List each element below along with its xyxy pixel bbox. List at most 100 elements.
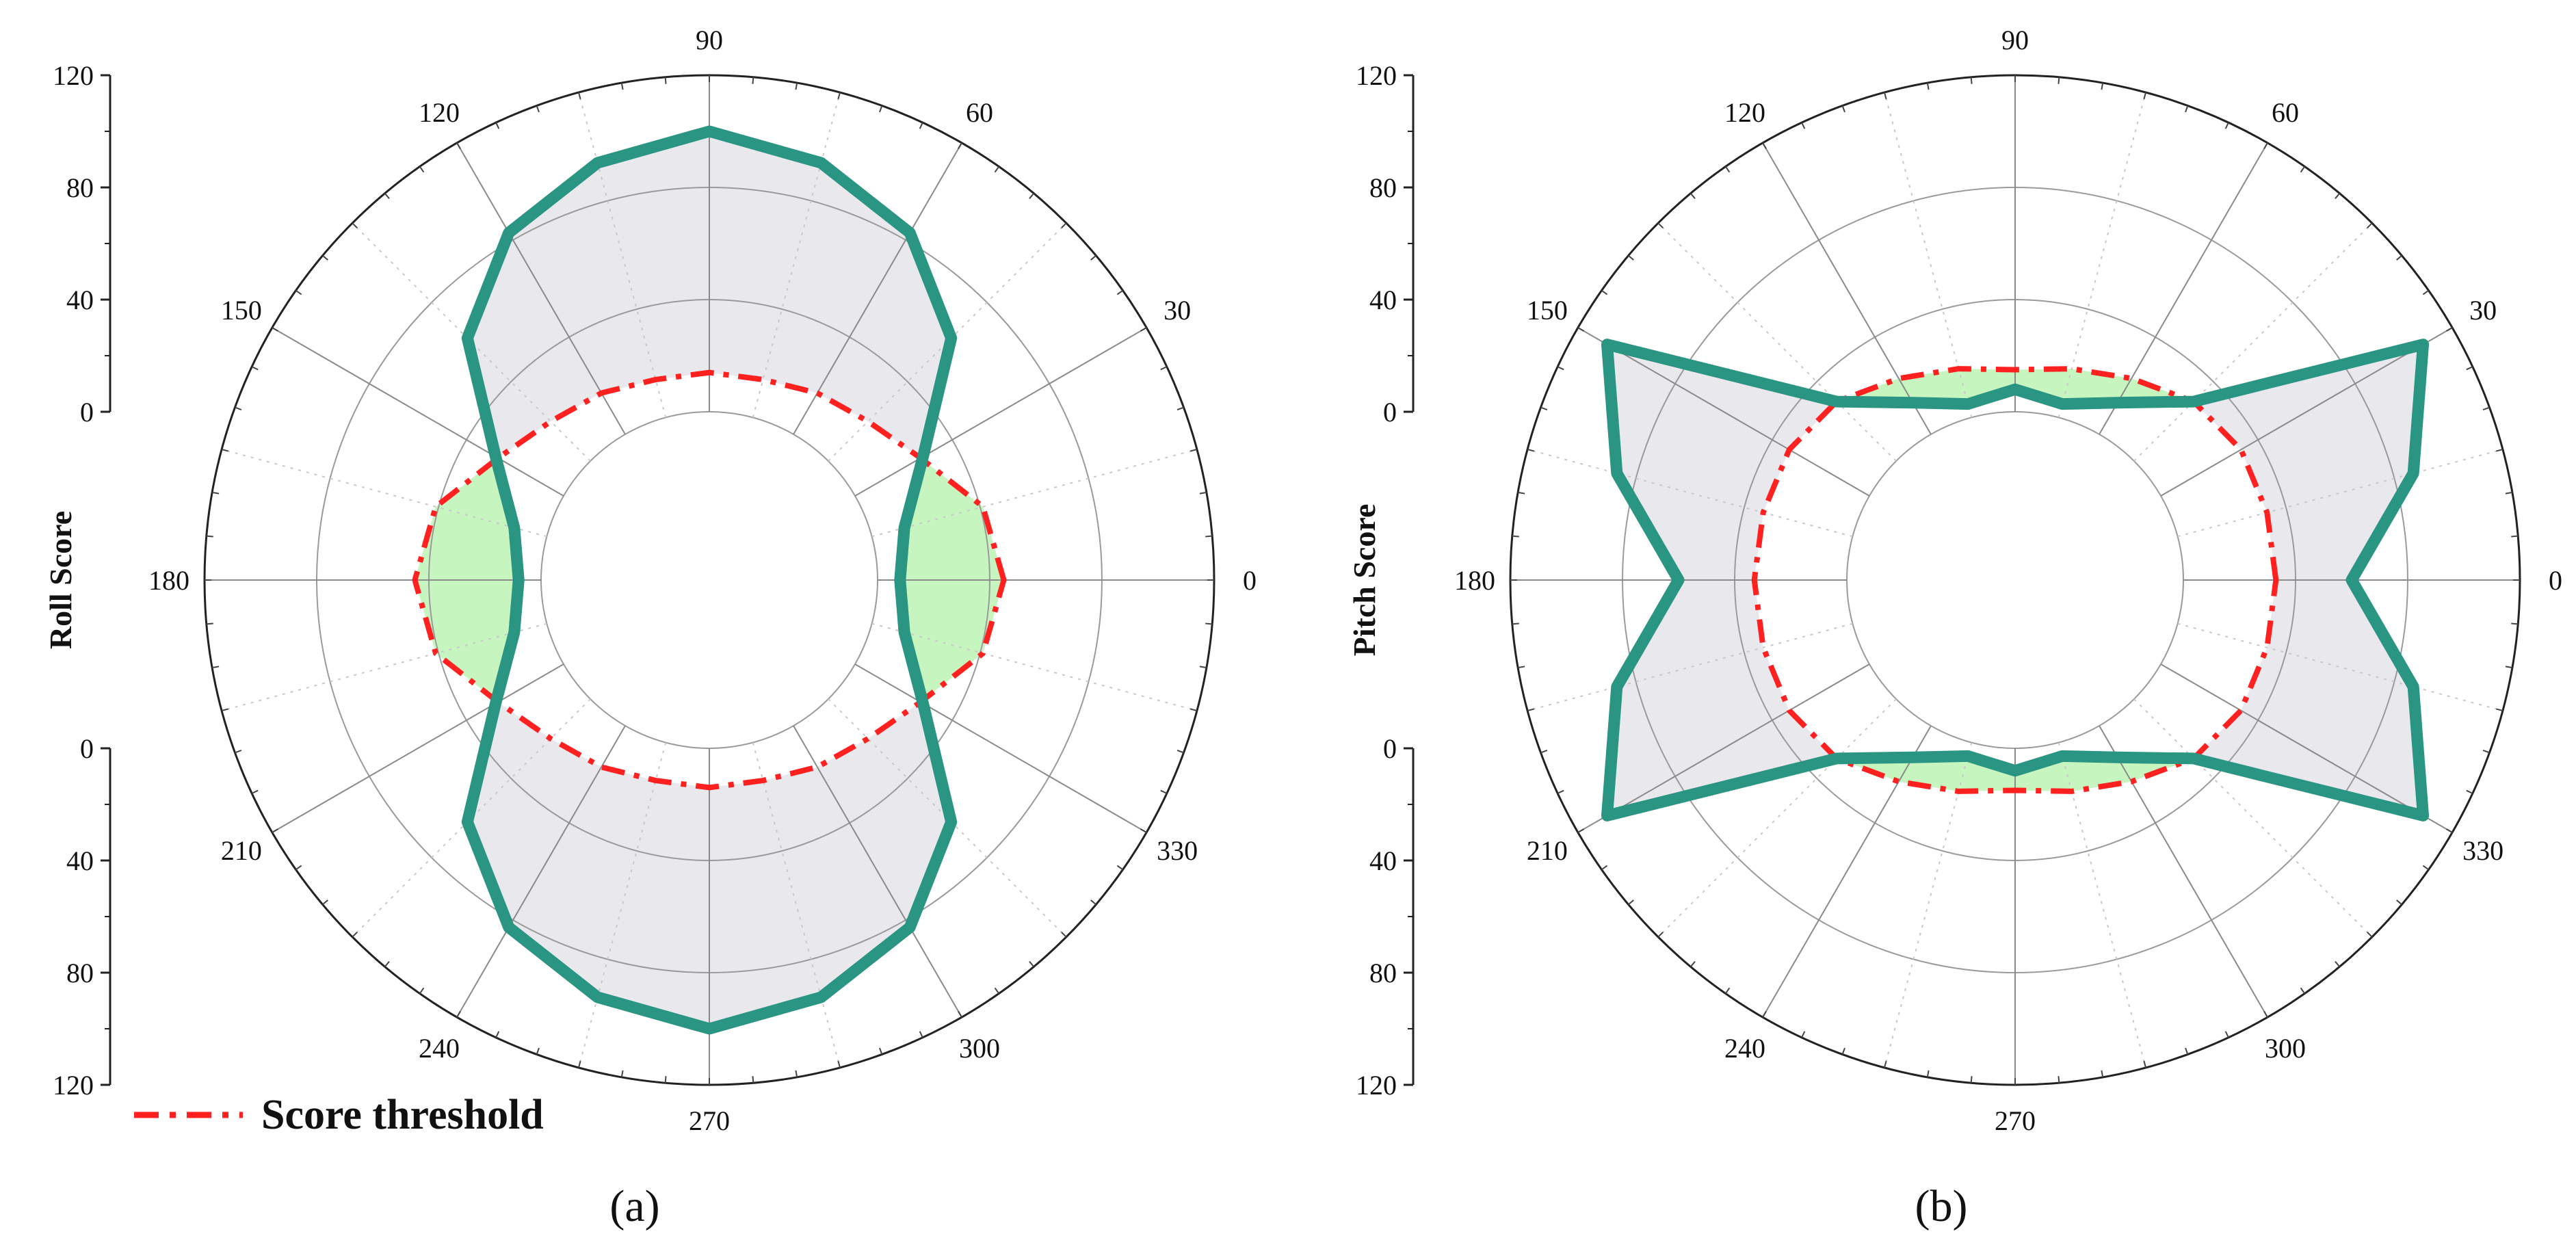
outer-tick — [495, 122, 500, 129]
outer-tick — [295, 289, 302, 295]
outer-tick — [620, 1070, 624, 1077]
outer-tick — [2466, 366, 2473, 371]
grid-circle — [540, 411, 878, 749]
fill-above-threshold — [1607, 344, 1837, 450]
fill-below-threshold — [2015, 369, 2072, 404]
outer-tick — [212, 491, 220, 495]
grid-spoke-minor — [871, 449, 1198, 538]
outer-tick — [919, 122, 923, 129]
outer-tick — [752, 1076, 754, 1083]
grid-spoke-major — [272, 663, 564, 833]
outer-tick — [1177, 750, 1184, 754]
grid-spoke-major — [1762, 142, 1932, 435]
fill-above-threshold — [1607, 647, 1789, 816]
outer-tick — [2422, 289, 2430, 295]
grid-spoke-minor — [828, 698, 1067, 938]
radial-axis-label: 40 — [66, 285, 94, 315]
outer-tick — [1518, 491, 1525, 495]
angle-label: 150 — [1527, 295, 1568, 326]
threshold-line — [412, 369, 1007, 791]
outer-tick — [2367, 932, 2373, 938]
threshold-line — [1751, 366, 2279, 794]
outer-tick — [536, 1047, 540, 1055]
outer-tick — [221, 708, 229, 711]
outer-tick — [879, 105, 883, 113]
outer-tick — [1557, 366, 1564, 371]
outer-tick — [322, 254, 328, 261]
panel-a-angle-labels: 0 30 60 90 120 150 180 210 240 270 300 330 — [148, 25, 1257, 1136]
outer-tick — [1724, 987, 1731, 995]
outer-tick — [837, 92, 841, 100]
outer-tick — [1577, 327, 1585, 332]
grid-spoke-minor — [1884, 92, 1973, 418]
grid-spoke-minor — [871, 622, 1198, 711]
fill-above-threshold — [2193, 344, 2423, 450]
grid-spoke-minor — [2177, 622, 2503, 711]
outer-tick — [1518, 666, 1525, 669]
grid-spoke-major — [456, 725, 626, 1018]
outer-tick — [251, 366, 259, 371]
outer-tick — [295, 865, 302, 871]
panel-a-series — [412, 125, 1007, 1035]
outer-tick — [1884, 92, 1887, 100]
radial-axis-label: 120 — [1356, 60, 1397, 91]
angle-label: 240 — [1724, 1033, 1765, 1064]
grid-spoke-minor — [752, 742, 841, 1068]
outer-tick — [2445, 327, 2453, 332]
outer-tick — [2143, 1060, 2146, 1068]
fill-above-threshold — [508, 767, 656, 997]
outer-tick — [2482, 750, 2490, 754]
outer-tick — [419, 987, 425, 995]
outer-tick — [620, 83, 624, 90]
outer-tick — [2335, 961, 2341, 967]
angle-label: 60 — [966, 97, 993, 128]
panel-a-ylabel: Roll Score — [43, 511, 78, 649]
outer-tick — [1884, 1060, 1887, 1068]
fill-above-threshold — [1607, 344, 1789, 513]
grid-spoke-major — [1762, 725, 1932, 1018]
panel-b-grid — [1509, 74, 2521, 1086]
fill-above-threshold — [508, 163, 656, 393]
outer-tick — [384, 193, 390, 199]
fill-below-threshold — [2015, 756, 2072, 791]
outer-tick — [1061, 932, 1067, 938]
outer-tick — [212, 666, 220, 669]
panel-b-radial-axis: 0 0 40 40 80 80 120 120 — [1356, 60, 1415, 1101]
grid-spoke-minor — [352, 698, 591, 938]
angle-label: 330 — [1157, 835, 1198, 866]
outer-tick — [795, 83, 798, 90]
outer-tick — [2466, 789, 2473, 794]
fill-above-threshold — [467, 702, 551, 822]
outer-tick — [1090, 899, 1096, 906]
outer-tick — [2396, 254, 2402, 261]
panel-a-label: (a) — [609, 1181, 659, 1231]
outer-tick — [2185, 105, 2189, 113]
outer-tick — [1140, 327, 1147, 332]
fill-above-threshold — [817, 738, 951, 928]
panel-a-fills — [415, 131, 1004, 1029]
grid-spoke-minor — [1657, 698, 1897, 938]
fill-above-threshold — [1616, 580, 1763, 687]
outer-tick — [1205, 535, 1213, 538]
score-line — [461, 125, 958, 1035]
outer-tick — [2224, 122, 2229, 129]
outer-tick — [1116, 865, 1124, 871]
radial-axis-label: 0 — [80, 397, 94, 428]
fill-above-threshold — [467, 738, 602, 928]
outer-tick — [235, 406, 242, 410]
grid-spoke-minor — [578, 742, 667, 1068]
outer-tick — [2263, 1010, 2268, 1018]
outer-tick — [2505, 666, 2512, 669]
outer-tick — [1540, 406, 1548, 410]
outer-tick — [1205, 622, 1213, 625]
grid-spoke-major — [2160, 327, 2453, 497]
angle-label: 240 — [419, 1033, 460, 1064]
fill-above-threshold — [763, 767, 910, 997]
outer-tick — [251, 789, 259, 794]
outer-tick — [958, 1010, 962, 1018]
outer-tick — [2058, 1076, 2060, 1083]
legend: Score threshold — [134, 1092, 544, 1138]
legend-threshold-label: Score threshold — [261, 1092, 544, 1138]
radial-axis-label: 80 — [1369, 958, 1397, 988]
outer-tick — [2482, 406, 2490, 410]
